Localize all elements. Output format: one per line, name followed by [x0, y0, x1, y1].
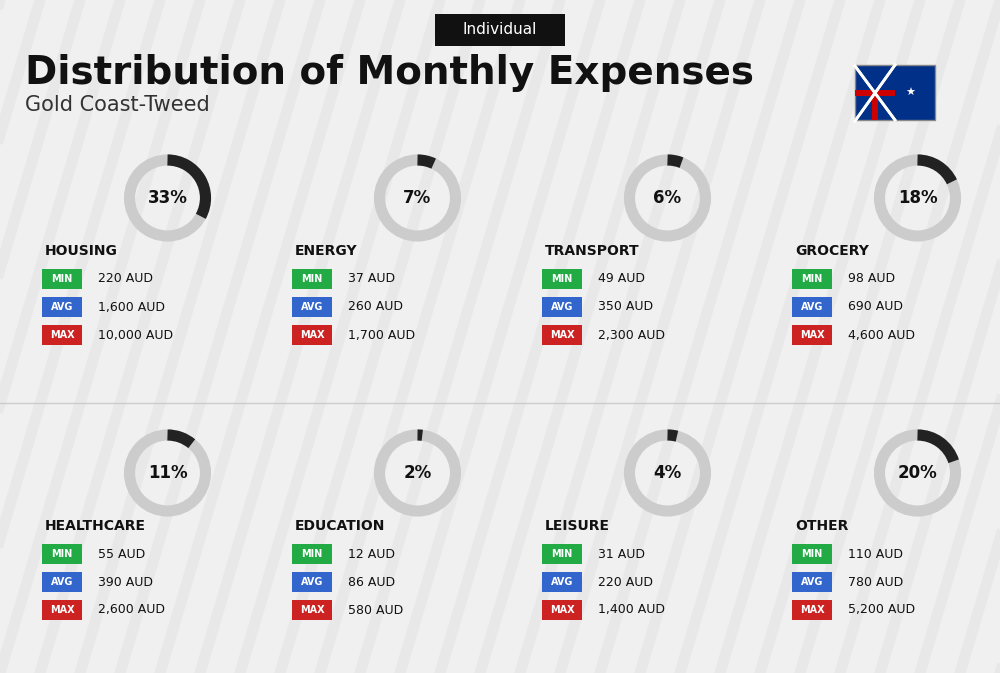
FancyBboxPatch shape [292, 269, 332, 289]
Text: AVG: AVG [301, 577, 323, 587]
Text: 86 AUD: 86 AUD [348, 575, 395, 588]
Text: 7%: 7% [403, 189, 432, 207]
Text: AVG: AVG [551, 302, 573, 312]
Text: 690 AUD: 690 AUD [848, 301, 903, 314]
Text: MAX: MAX [550, 605, 574, 615]
FancyBboxPatch shape [542, 544, 582, 564]
Text: AVG: AVG [551, 577, 573, 587]
Text: AVG: AVG [51, 577, 73, 587]
Text: 11%: 11% [148, 464, 187, 482]
Text: AVG: AVG [51, 302, 73, 312]
Text: MAX: MAX [550, 330, 574, 340]
FancyBboxPatch shape [42, 544, 82, 564]
Text: AVG: AVG [301, 302, 323, 312]
Text: AVG: AVG [801, 577, 823, 587]
FancyBboxPatch shape [792, 544, 832, 564]
Text: MAX: MAX [50, 605, 74, 615]
Text: 2,600 AUD: 2,600 AUD [98, 604, 165, 616]
FancyBboxPatch shape [792, 297, 832, 317]
Text: 350 AUD: 350 AUD [598, 301, 653, 314]
Text: 18%: 18% [898, 189, 937, 207]
FancyBboxPatch shape [792, 325, 832, 345]
Text: MIN: MIN [551, 274, 573, 284]
Text: MIN: MIN [801, 274, 823, 284]
Text: 37 AUD: 37 AUD [348, 273, 395, 285]
Text: 580 AUD: 580 AUD [348, 604, 403, 616]
Text: MAX: MAX [300, 330, 324, 340]
Text: 5,200 AUD: 5,200 AUD [848, 604, 915, 616]
Text: MAX: MAX [800, 605, 824, 615]
FancyBboxPatch shape [435, 14, 565, 46]
Text: MIN: MIN [301, 549, 323, 559]
Text: MAX: MAX [300, 605, 324, 615]
FancyBboxPatch shape [855, 65, 935, 120]
Text: Gold Coast-Tweed: Gold Coast-Tweed [25, 95, 210, 115]
FancyBboxPatch shape [542, 325, 582, 345]
Text: MIN: MIN [51, 274, 73, 284]
FancyBboxPatch shape [542, 572, 582, 592]
FancyBboxPatch shape [855, 90, 895, 96]
Text: GROCERY: GROCERY [795, 244, 869, 258]
Text: 6%: 6% [653, 189, 682, 207]
Text: AVG: AVG [801, 302, 823, 312]
Text: MIN: MIN [551, 549, 573, 559]
FancyBboxPatch shape [292, 544, 332, 564]
Text: 20%: 20% [898, 464, 937, 482]
Text: OTHER: OTHER [795, 519, 848, 533]
Text: Individual: Individual [463, 22, 537, 38]
Text: 4,600 AUD: 4,600 AUD [848, 328, 915, 341]
Text: TRANSPORT: TRANSPORT [545, 244, 640, 258]
FancyBboxPatch shape [42, 297, 82, 317]
Text: 260 AUD: 260 AUD [348, 301, 403, 314]
Text: MAX: MAX [50, 330, 74, 340]
FancyBboxPatch shape [792, 600, 832, 620]
Text: 31 AUD: 31 AUD [598, 548, 645, 561]
FancyBboxPatch shape [542, 600, 582, 620]
Text: Distribution of Monthly Expenses: Distribution of Monthly Expenses [25, 54, 754, 92]
Text: HOUSING: HOUSING [45, 244, 118, 258]
Text: EDUCATION: EDUCATION [295, 519, 385, 533]
Text: 780 AUD: 780 AUD [848, 575, 903, 588]
Text: 55 AUD: 55 AUD [98, 548, 145, 561]
FancyBboxPatch shape [292, 297, 332, 317]
Text: 2,300 AUD: 2,300 AUD [598, 328, 665, 341]
Text: ENERGY: ENERGY [295, 244, 358, 258]
FancyBboxPatch shape [42, 600, 82, 620]
Text: MIN: MIN [301, 274, 323, 284]
Text: 12 AUD: 12 AUD [348, 548, 395, 561]
Text: 2%: 2% [403, 464, 432, 482]
FancyBboxPatch shape [42, 572, 82, 592]
FancyBboxPatch shape [792, 269, 832, 289]
Text: 33%: 33% [148, 189, 187, 207]
Text: 1,600 AUD: 1,600 AUD [98, 301, 165, 314]
Text: HEALTHCARE: HEALTHCARE [45, 519, 146, 533]
Text: 110 AUD: 110 AUD [848, 548, 903, 561]
Text: 49 AUD: 49 AUD [598, 273, 645, 285]
FancyBboxPatch shape [542, 297, 582, 317]
FancyBboxPatch shape [292, 600, 332, 620]
Text: LEISURE: LEISURE [545, 519, 610, 533]
Text: MIN: MIN [51, 549, 73, 559]
FancyBboxPatch shape [792, 572, 832, 592]
Text: ★: ★ [905, 88, 915, 98]
FancyBboxPatch shape [42, 325, 82, 345]
FancyBboxPatch shape [542, 269, 582, 289]
Text: MAX: MAX [800, 330, 824, 340]
Text: 390 AUD: 390 AUD [98, 575, 153, 588]
FancyBboxPatch shape [292, 325, 332, 345]
FancyBboxPatch shape [42, 269, 82, 289]
Text: 98 AUD: 98 AUD [848, 273, 895, 285]
Text: 220 AUD: 220 AUD [598, 575, 653, 588]
Text: MIN: MIN [801, 549, 823, 559]
FancyBboxPatch shape [292, 572, 332, 592]
FancyBboxPatch shape [872, 93, 878, 120]
Text: 4%: 4% [653, 464, 682, 482]
Text: 1,400 AUD: 1,400 AUD [598, 604, 665, 616]
Text: 1,700 AUD: 1,700 AUD [348, 328, 415, 341]
Text: 220 AUD: 220 AUD [98, 273, 153, 285]
Text: 10,000 AUD: 10,000 AUD [98, 328, 173, 341]
